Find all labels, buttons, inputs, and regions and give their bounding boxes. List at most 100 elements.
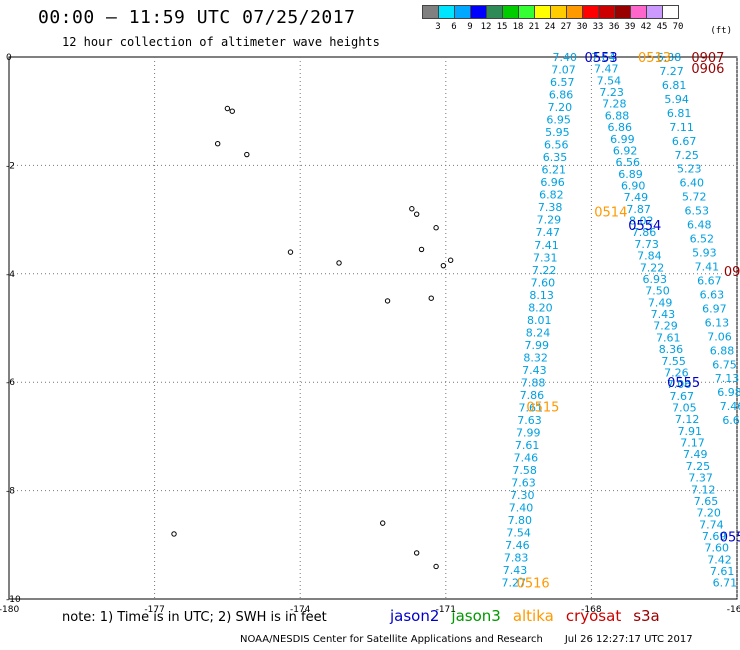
wave-height-value: 6.81	[667, 107, 692, 120]
wave-height-value: 6.92	[613, 144, 638, 157]
wave-height-value: 7.61	[656, 331, 681, 344]
scale-label: 36	[608, 22, 620, 32]
wave-height-value: 7.60	[705, 542, 730, 555]
wave-height-value: 6.71	[713, 577, 738, 590]
scale-label: 27	[560, 22, 572, 32]
wave-height-value: 7.74	[699, 518, 724, 531]
x-tick-label: -165	[727, 605, 740, 615]
wave-height-value: 7.46	[505, 539, 530, 552]
wave-height-value: 6.98	[717, 386, 740, 399]
wave-height-value: 6.21	[542, 164, 567, 177]
wave-height-value: 7.87	[626, 203, 651, 216]
map-title: 00:00 – 11:59 UTC 07/25/2017	[38, 7, 356, 28]
map-frame	[8, 56, 738, 600]
credit-line: NOAA/NESDIS Center for Satellite Applica…	[240, 634, 693, 645]
wave-height-value: 6.75	[712, 358, 737, 371]
wave-height-value: 5.95	[545, 126, 570, 139]
scale-label: 9	[467, 22, 473, 32]
x-tick-label: -171	[436, 605, 456, 615]
map-subtitle: 12 hour collection of altimeter wave hei…	[62, 35, 380, 49]
wave-height-value: 8.02	[629, 215, 654, 228]
island-outline	[171, 531, 177, 537]
wave-height-value: 7.61	[515, 439, 540, 452]
island-outline	[229, 108, 235, 114]
wave-height-value: 7.23	[599, 86, 624, 99]
wave-height-value: 6.67	[697, 274, 722, 287]
wave-height-value: 7.06	[707, 330, 732, 343]
island-outline	[336, 260, 342, 266]
wave-height-value: 7.38	[538, 201, 563, 214]
pass-label: 0906	[691, 62, 724, 77]
wave-height-value: 7.27	[659, 65, 684, 78]
wave-height-value: 7.86	[520, 389, 545, 402]
wave-height-value: 7.47	[594, 63, 619, 76]
island-outline	[244, 151, 250, 158]
wave-height-value: 8.01	[527, 314, 552, 327]
wave-height-value: 7.41	[695, 261, 720, 274]
wave-height-value: 6.52	[690, 233, 715, 246]
y-tick-label: -8	[6, 487, 15, 497]
scale-color-box	[662, 5, 679, 19]
wave-height-value: 6.89	[618, 168, 643, 181]
wave-height-value: 7.22	[640, 261, 665, 274]
wave-height-value: 6.88	[710, 344, 735, 357]
wave-height-value: 7.88	[521, 376, 546, 389]
wave-height-value: 6.88	[605, 109, 630, 122]
wave-height-value: 7.27	[501, 577, 526, 590]
wave-height-value: 7.05	[672, 401, 697, 414]
wave-height-value: 7.55	[661, 355, 686, 368]
wave-height-value: 7.63	[517, 414, 542, 427]
wave-height-value: 7.29	[653, 320, 678, 333]
island-outline	[224, 105, 231, 112]
wave-height-value: 7.20	[696, 507, 721, 520]
wave-height-value: 8.20	[528, 301, 553, 314]
scale-label: 18	[512, 22, 524, 32]
wave-height-value: 7.41	[534, 239, 559, 252]
y-tick-label: -2	[6, 161, 15, 171]
wave-height-value: 7.12	[675, 413, 700, 426]
wave-height-value: 7.47	[535, 226, 560, 239]
legend-item-jason3: jason3	[451, 607, 501, 625]
scale-label: 39	[624, 22, 636, 32]
wave-height-value: 7.20	[548, 101, 573, 114]
island-outline	[287, 249, 294, 255]
wave-height-value: 5.23	[677, 163, 702, 176]
wave-height-value: 7.99	[525, 339, 550, 352]
legend-item-altika: altika	[512, 607, 554, 625]
wave-height-value: 7.26	[664, 366, 689, 379]
wave-height-value: 7.40	[509, 502, 534, 515]
island-outline	[413, 550, 420, 556]
wave-height-value: 7.07	[551, 64, 576, 77]
wave-height-value: 6.13	[705, 316, 730, 329]
island-outline	[380, 520, 386, 526]
wave-height-value: 7.49	[624, 191, 649, 204]
x-tick-label: -180	[0, 605, 19, 615]
wave-height-value: 7.13	[715, 372, 740, 385]
island-outline	[440, 262, 447, 269]
wave-height-value: 7.61	[710, 565, 735, 578]
y-tick-label: -6	[6, 378, 15, 388]
wave-height-value: 6.93	[643, 273, 668, 286]
wave-height-value: 7.58	[512, 464, 537, 477]
wave-height-value: 7.63	[511, 477, 536, 490]
pass-label: 0554	[628, 219, 661, 234]
wave-height-value: 6.56	[616, 156, 641, 169]
y-tick-label: -10	[6, 595, 21, 605]
island-outline	[214, 141, 221, 147]
wave-height-value: 8.32	[523, 351, 548, 364]
wave-height-value: 7.86	[632, 226, 657, 239]
wave-height-value: 7.06	[667, 378, 692, 391]
wave-height-value: 7.22	[532, 264, 557, 277]
pass-label: 0513	[638, 51, 671, 66]
wave-height-value: 7.83	[504, 552, 529, 565]
wave-height-value: 7.61	[518, 401, 543, 414]
wave-height-value: 6.56	[544, 139, 569, 152]
wave-height-value: 7.49	[683, 448, 708, 461]
wave-height-value: 8.24	[526, 326, 551, 339]
wave-height-value: 7.25	[686, 460, 711, 473]
wave-height-value: 7.40	[552, 51, 577, 64]
pass-label: 0555	[667, 376, 700, 391]
satellite-legend: jason2 jason3 altika cryosat s3a	[390, 607, 672, 625]
wave-height-value: 6.90	[621, 180, 646, 193]
wave-height-value: 7.84	[637, 250, 662, 263]
